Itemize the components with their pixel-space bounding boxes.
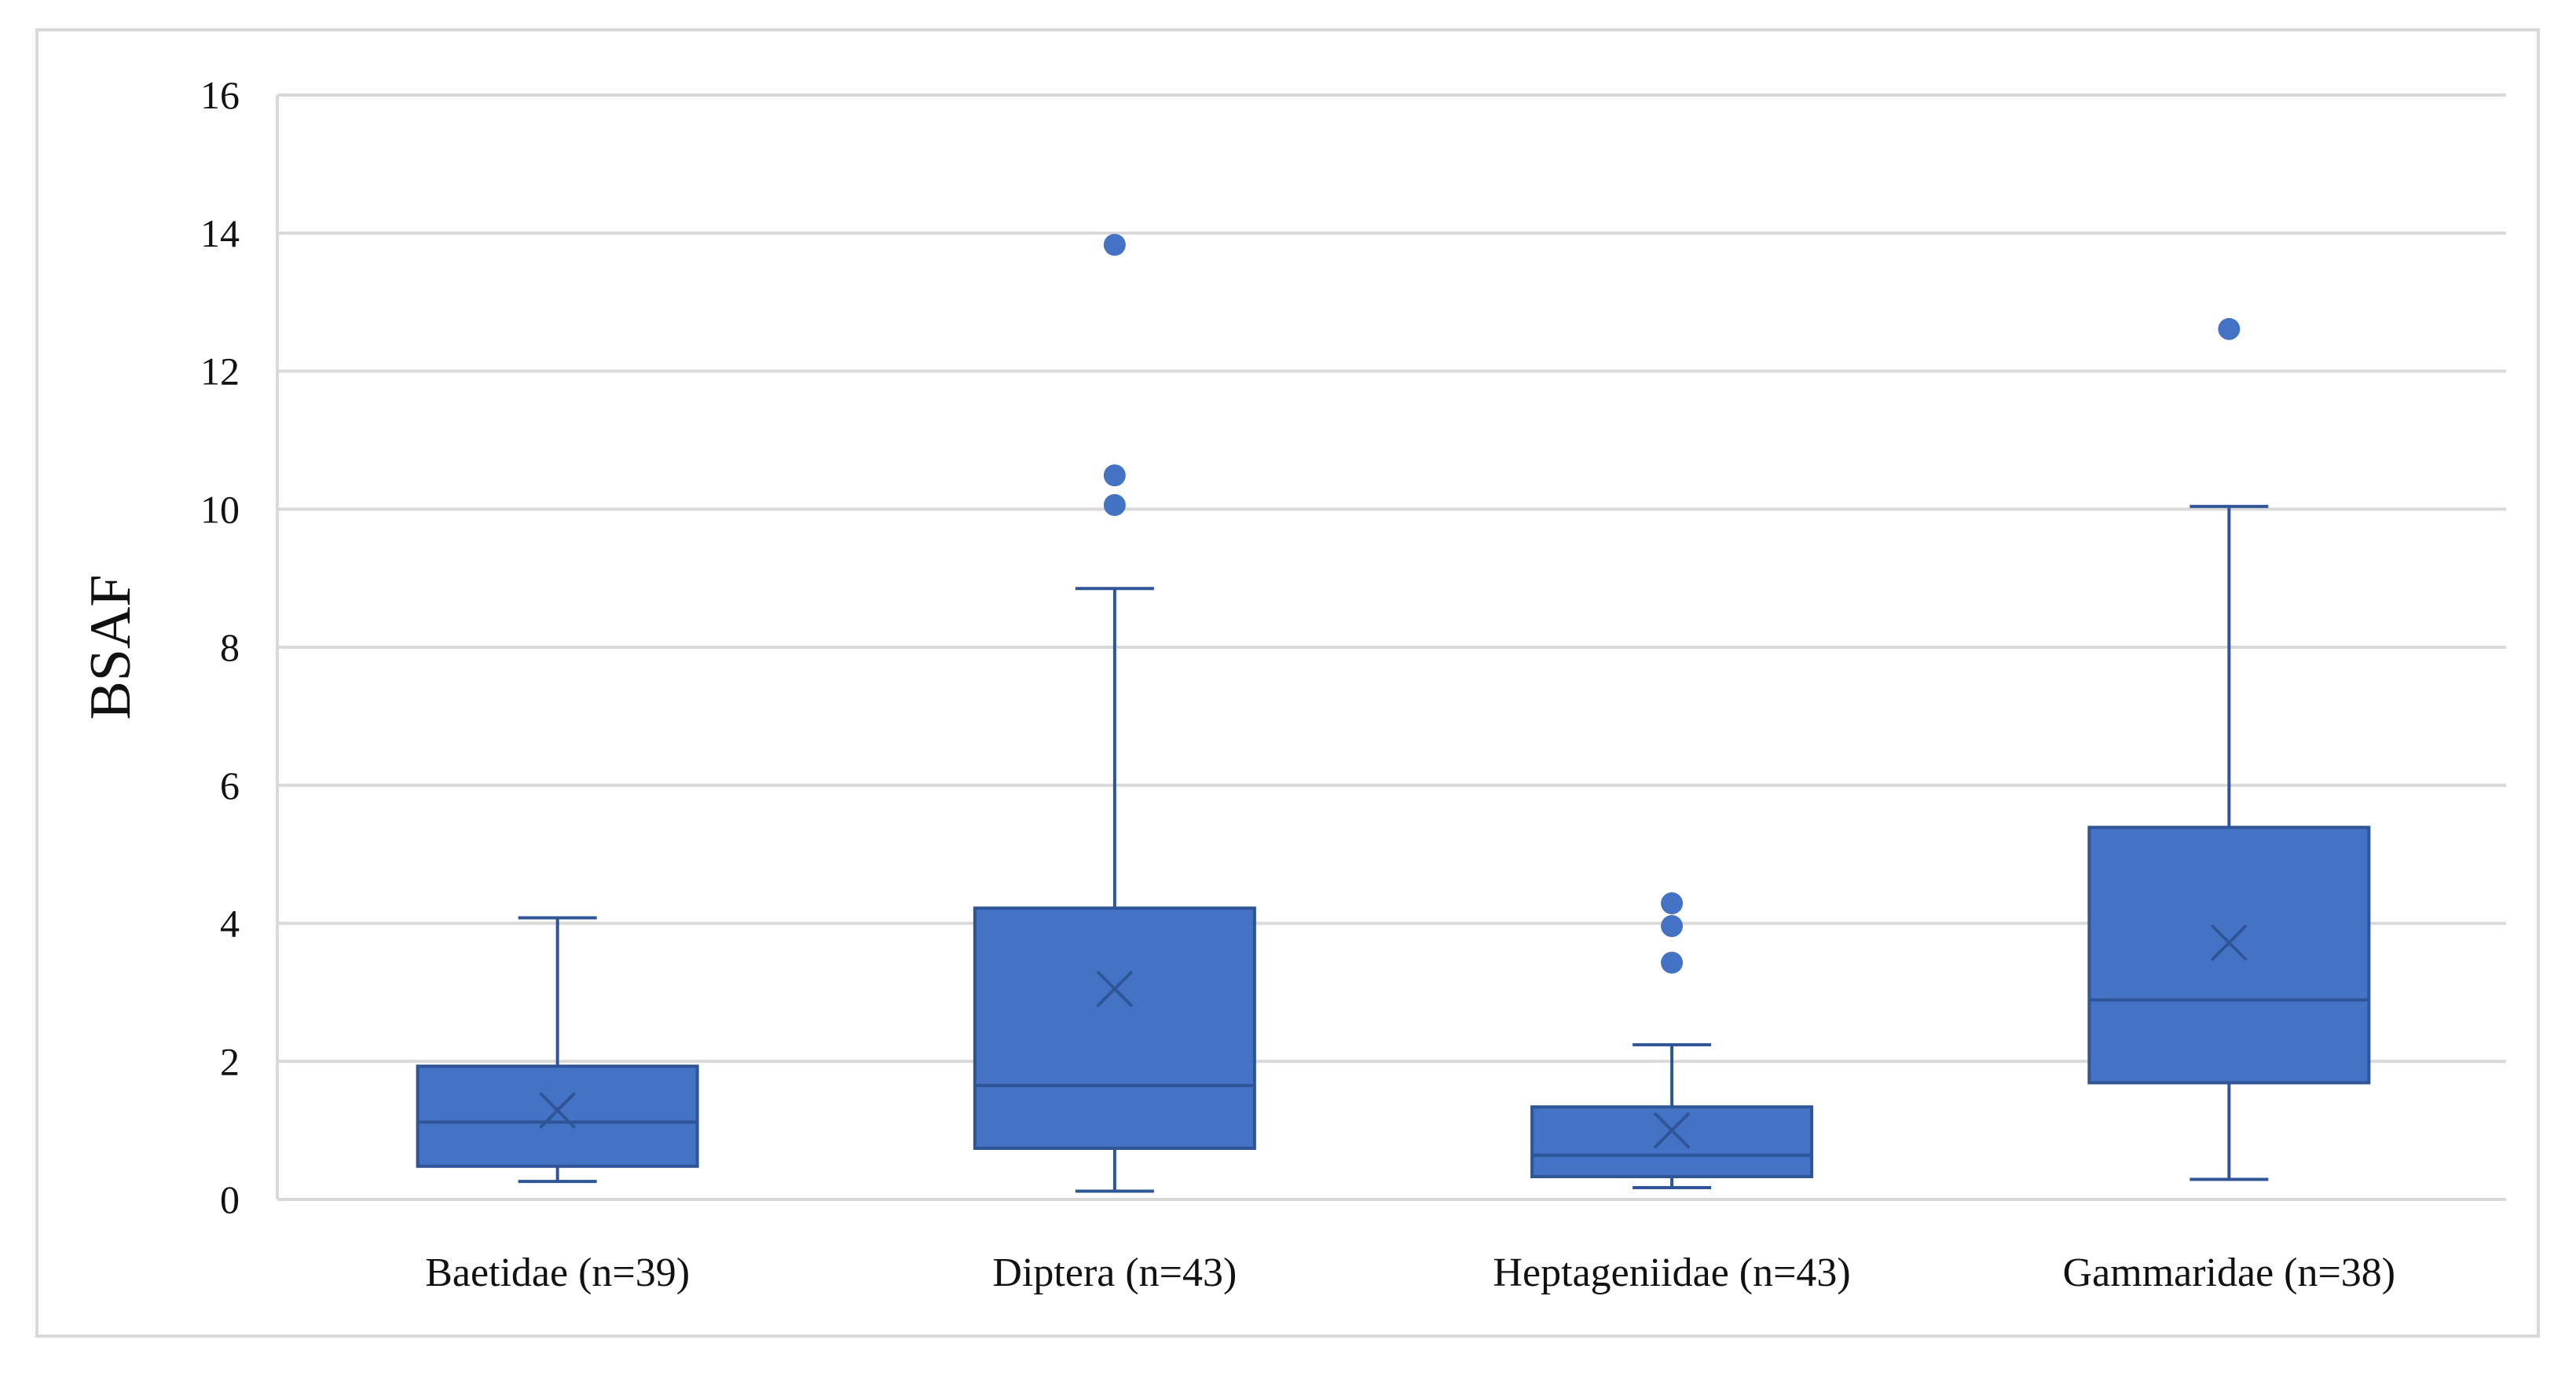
y-tick-label: 6 <box>220 763 240 807</box>
outlier-point <box>1103 233 1126 256</box>
y-tick-labels: 0 2 4 6 8 10 12 14 16 <box>200 73 240 1221</box>
y-tick-label: 16 <box>200 73 240 117</box>
y-tick-label: 2 <box>220 1039 240 1083</box>
box-iqr <box>1530 1105 1814 1179</box>
outlier-point <box>1661 951 1684 974</box>
outlier-point <box>1103 464 1126 487</box>
chart-frame <box>35 28 2540 1338</box>
box-iqr <box>416 1064 699 1168</box>
y-tick-label: 8 <box>220 625 240 669</box>
mean-marker <box>1096 970 1134 1008</box>
x-tick-label: Heptageniidae (n=43) <box>1493 1250 1850 1295</box>
y-tick-label: 10 <box>200 487 240 531</box>
x-tick-label: Diptera (n=43) <box>992 1250 1237 1295</box>
box-iqr <box>973 906 1256 1150</box>
mean-marker <box>1653 1111 1691 1149</box>
box-2 <box>973 233 1256 1193</box>
box-3 <box>1530 892 1814 1190</box>
x-tick-labels: Baetidae (n=39) Diptera (n=43) Heptageniid… <box>425 1250 2395 1295</box>
mean-marker <box>539 1092 577 1130</box>
mean-marker <box>2210 924 2248 961</box>
y-tick-label: 4 <box>220 902 240 946</box>
outlier-point <box>1661 915 1684 938</box>
box-1 <box>416 916 699 1184</box>
y-tick-label: 12 <box>200 350 240 394</box>
x-tick-label: Gammaridae (n=38) <box>2063 1250 2396 1295</box>
x-tick-label: Baetidae (n=39) <box>425 1250 690 1295</box>
y-tick-label: 0 <box>220 1177 240 1221</box>
outlier-point <box>2218 317 2241 340</box>
box-iqr <box>2087 826 2371 1085</box>
outlier-point <box>1661 892 1684 915</box>
gridlines <box>276 93 2506 1201</box>
boxes <box>416 233 2371 1193</box>
y-axis-label: BSAF <box>79 574 143 719</box>
outlier-point <box>1103 493 1126 516</box>
box-4 <box>2087 317 2371 1181</box>
y-tick-label: 14 <box>200 211 240 255</box>
